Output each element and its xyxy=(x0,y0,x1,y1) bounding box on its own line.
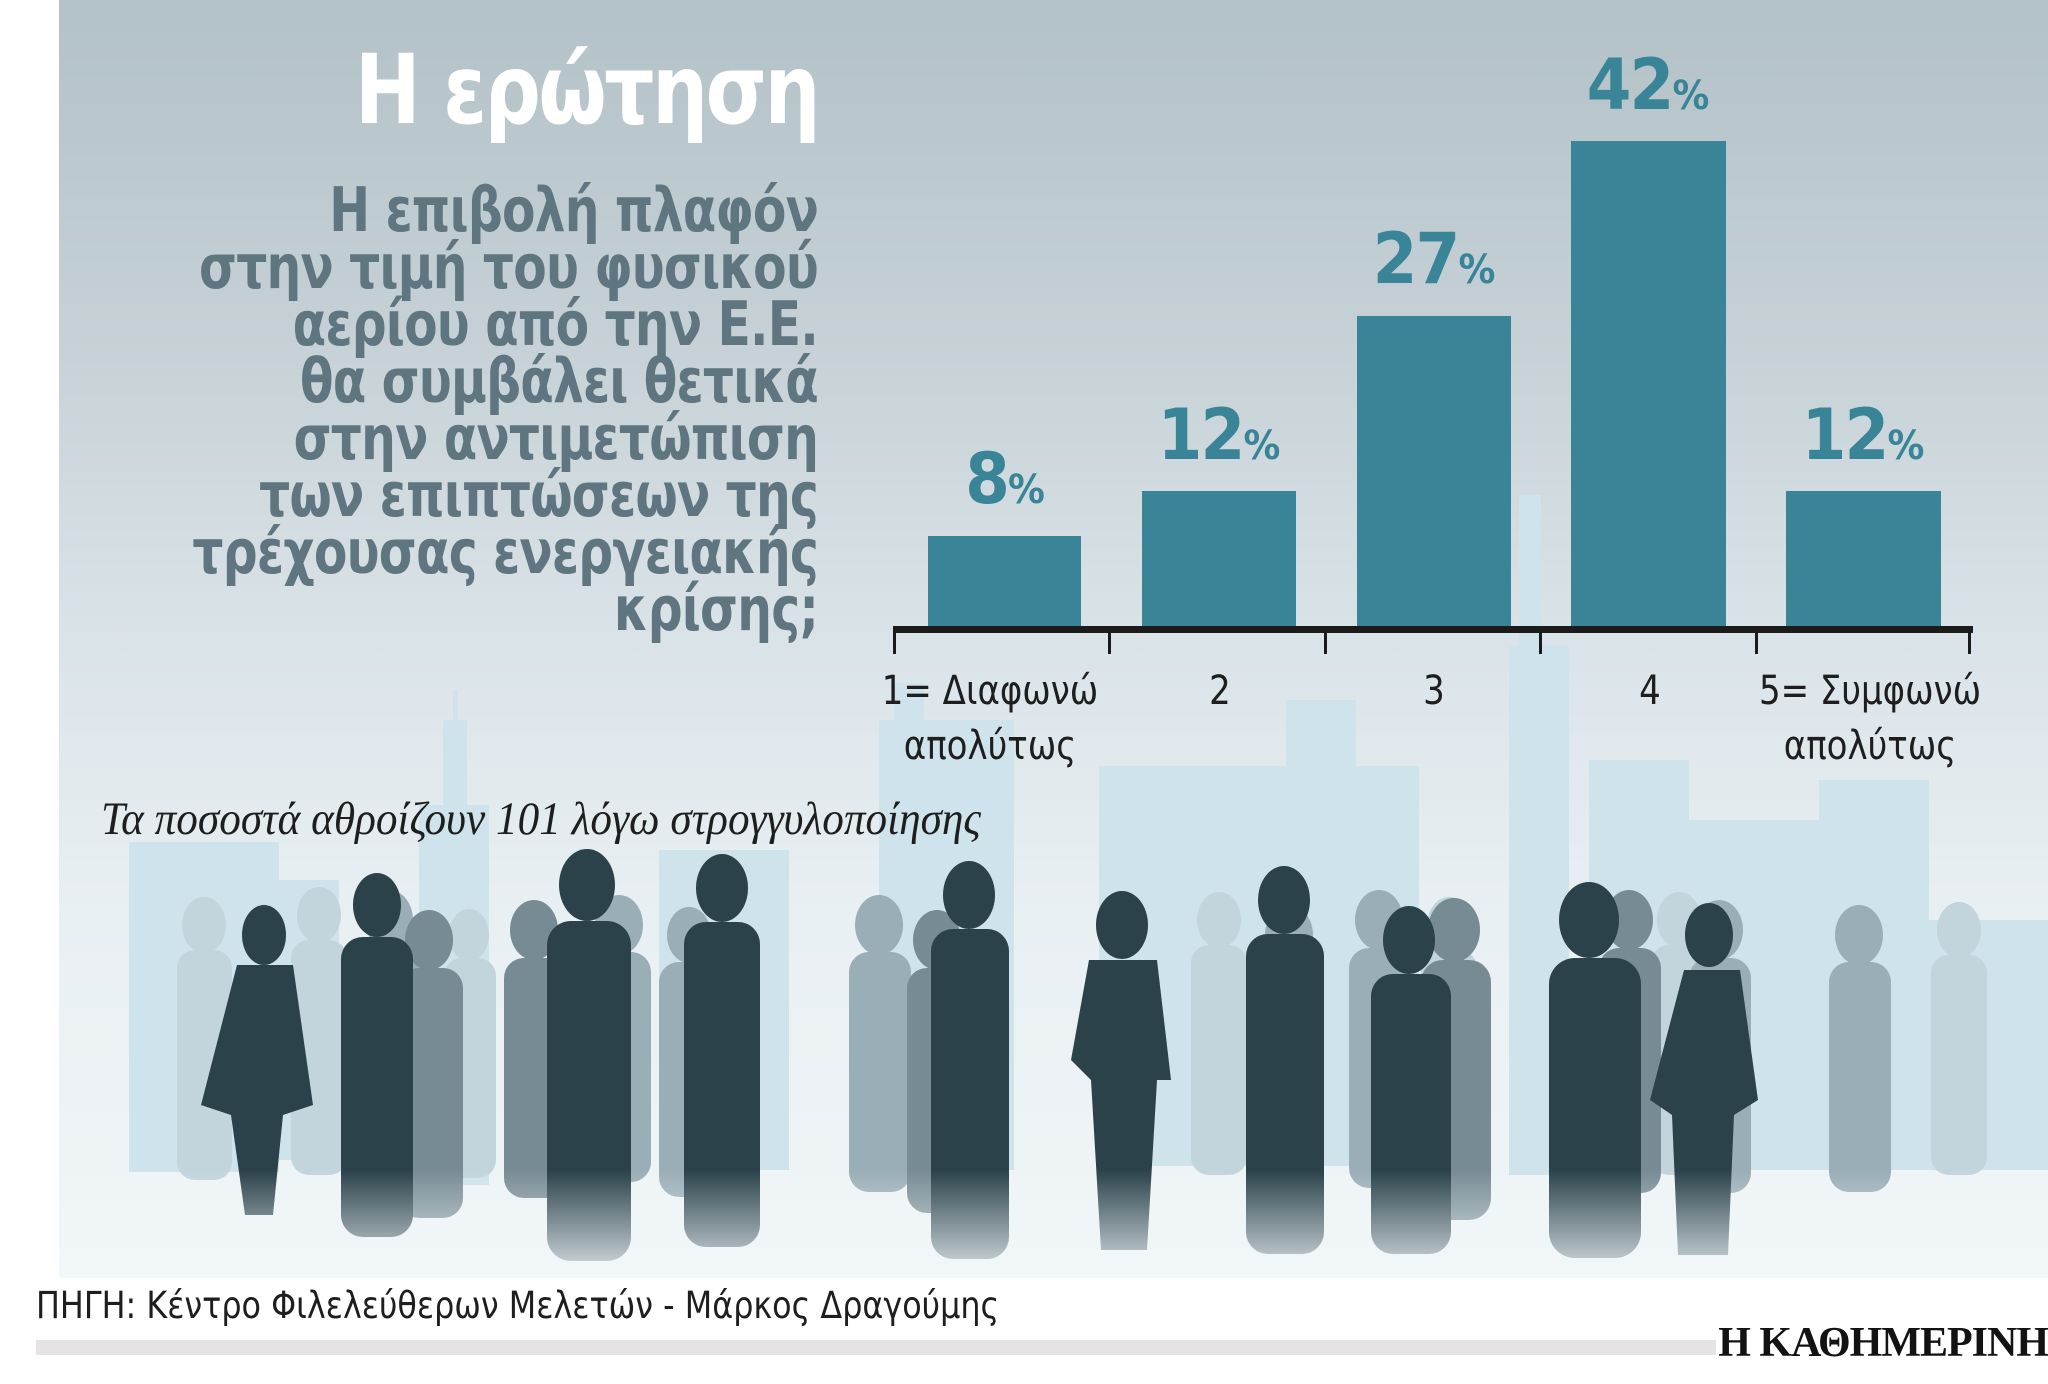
bar-value-label: 27% xyxy=(1372,218,1496,300)
crowd-silhouette-illustration xyxy=(59,849,2048,1278)
question-line: στην τιμή του φυσικού xyxy=(198,232,819,303)
question-line: αερίου από την Ε.Ε. xyxy=(292,289,819,360)
x-axis-label: 3 xyxy=(1423,668,1445,714)
x-axis-tick xyxy=(893,630,896,654)
question-line: των επιπτώσεων της xyxy=(259,460,819,531)
bar-value-label: 42% xyxy=(1586,44,1710,126)
bar-3 xyxy=(1357,316,1511,628)
x-axis-tick xyxy=(1755,630,1758,654)
bar-4 xyxy=(1571,141,1726,628)
question-line: τρέχουσας ενεργειακής xyxy=(192,517,818,588)
bar-5 xyxy=(1786,491,1941,628)
x-axis-tick xyxy=(1108,630,1111,654)
question-line: θα συμβάλει θετικά xyxy=(299,346,819,417)
question-line: Η επιβολή πλαφόν xyxy=(329,175,819,246)
chart-title: Η ερώτηση xyxy=(354,34,821,146)
bar-value-label: 12% xyxy=(1801,394,1925,476)
question-line: κρίσης; xyxy=(613,574,819,645)
x-axis-label: 1= Διαφωνώ απολύτως xyxy=(881,668,1099,769)
bar-1 xyxy=(928,536,1081,628)
publisher-logo: Η ΚΑΘΗΜΕΡΙΝΗ xyxy=(1718,1320,2048,1366)
rounding-note: Τα ποσοστά αθροίζουν 101 λόγω στρογγυλοπ… xyxy=(101,793,981,845)
question-text: Η επιβολή πλαφόν στην τιμή του φυσικού α… xyxy=(192,175,819,645)
bar-value-label: 8% xyxy=(965,438,1045,520)
x-axis-tick xyxy=(1968,630,1971,654)
x-axis-label: 4 xyxy=(1639,668,1661,714)
x-axis-label: 2 xyxy=(1209,668,1231,714)
question-line: στην αντιμετώπιση xyxy=(293,403,819,474)
footer-divider xyxy=(36,1340,1716,1355)
x-axis-label: 5= Συμφωνώ απολύτως xyxy=(1758,668,1982,769)
bar-value-label: 12% xyxy=(1157,394,1281,476)
bar-2 xyxy=(1142,491,1296,628)
x-axis-tick xyxy=(1324,630,1327,654)
x-axis-tick xyxy=(1539,630,1542,654)
x-axis-line xyxy=(893,626,1973,633)
source-credit: ΠΗΓΗ: Κέντρο Φιλελεύθερων Μελετών - Μάρκ… xyxy=(36,1284,1000,1327)
